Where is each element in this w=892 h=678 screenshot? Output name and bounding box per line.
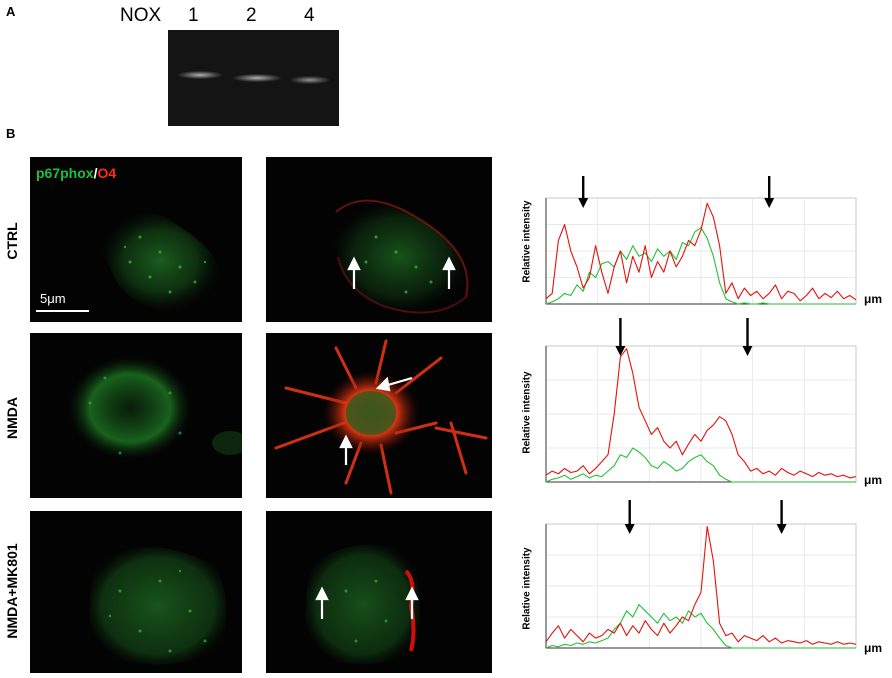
gel-band-lane-1 — [178, 71, 222, 79]
profile-ylabel-ctrl: Relative intensity — [521, 200, 533, 283]
series-green — [545, 447, 856, 483]
peak-arrow-head — [776, 524, 787, 534]
row-label-nmda-mk801: NMDA+MK801 — [4, 543, 20, 639]
peak-arrow-head — [578, 198, 589, 208]
intensity-profile-nmda — [545, 318, 857, 483]
profile-ylabel-nmda-mk801: Relative intensity — [521, 547, 533, 630]
scale-bar — [36, 310, 89, 312]
profile-ylabel-nmda: Relative intensity — [521, 371, 533, 454]
micrograph-nmda-mk801-green — [30, 511, 242, 673]
series-green — [545, 604, 856, 649]
peak-arrow-head — [615, 346, 626, 356]
panel-a-letter: A — [6, 4, 16, 19]
lane-label-4: 4 — [304, 5, 315, 26]
peak-arrow-head — [742, 346, 753, 356]
micrograph-nmda-green — [30, 333, 242, 498]
micrograph-ctrl-merge — [266, 157, 492, 322]
channel-legend: p67phox/O4 — [36, 165, 116, 183]
panel-b-letter: B — [6, 126, 16, 141]
legend-o4: O4 — [97, 165, 117, 181]
peak-arrow-head — [764, 198, 775, 208]
series-red — [545, 202, 857, 302]
gel-band-lane-2 — [233, 74, 281, 82]
profile-xunit-nmda-mk801: μm — [864, 641, 883, 655]
profile-xunit-ctrl: μm — [864, 292, 883, 306]
lane-label-2: 2 — [246, 5, 257, 26]
intensity-profile-ctrl — [545, 176, 857, 305]
micrograph-nmda-mk801-merge — [266, 511, 492, 673]
intensity-profile-nmda-mk801 — [545, 500, 857, 649]
lane-label-1: 1 — [188, 5, 199, 26]
series-red — [545, 348, 857, 479]
legend-slash: / — [93, 165, 98, 181]
western-blot-gel — [168, 30, 339, 126]
gel-band-lane-4 — [290, 76, 330, 84]
series-red — [545, 525, 857, 645]
micrograph-nmda-merge — [266, 333, 492, 498]
row-label-ctrl: CTRL — [4, 222, 20, 260]
peak-arrow-head — [624, 524, 635, 534]
nox-label: NOX — [120, 5, 162, 26]
legend-p67phox: p67phox — [36, 165, 94, 181]
scale-bar-label: 5μm — [40, 291, 66, 306]
micrograph-ctrl-green: p67phox/O4 5μm — [30, 157, 242, 322]
profile-xunit-nmda: μm — [864, 473, 883, 487]
row-label-nmda: NMDA — [4, 397, 20, 439]
